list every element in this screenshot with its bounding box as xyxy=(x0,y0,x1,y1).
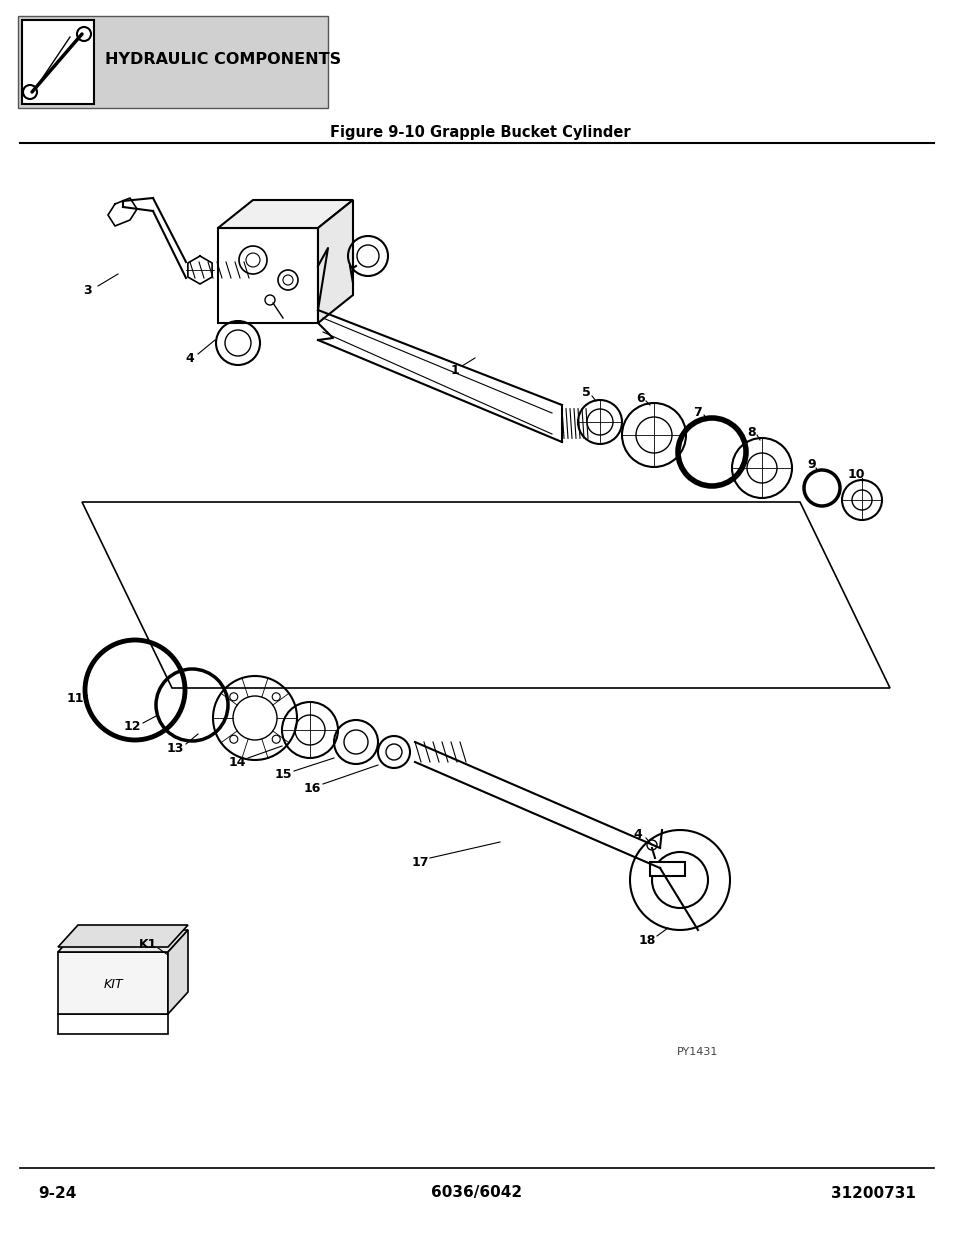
Polygon shape xyxy=(58,1014,168,1034)
Bar xyxy=(218,228,317,324)
Polygon shape xyxy=(58,925,188,947)
Text: 1: 1 xyxy=(450,363,459,377)
Text: 15: 15 xyxy=(274,768,292,782)
Polygon shape xyxy=(168,930,188,1014)
Text: 6036/6042: 6036/6042 xyxy=(431,1186,522,1200)
Text: Figure 9-10 Grapple Bucket Cylinder: Figure 9-10 Grapple Bucket Cylinder xyxy=(330,125,630,140)
Text: 6: 6 xyxy=(636,391,644,405)
Text: 3: 3 xyxy=(84,284,92,296)
Bar xyxy=(649,862,684,876)
Polygon shape xyxy=(218,200,353,228)
Text: PY1431: PY1431 xyxy=(677,1047,718,1057)
Text: HYDRAULIC COMPONENTS: HYDRAULIC COMPONENTS xyxy=(105,53,341,68)
Text: 16: 16 xyxy=(303,782,320,794)
Text: 11: 11 xyxy=(66,692,84,704)
Text: 9-24: 9-24 xyxy=(38,1186,76,1200)
Text: 17: 17 xyxy=(411,856,428,868)
Text: K1: K1 xyxy=(139,939,157,951)
Text: 10: 10 xyxy=(846,468,863,482)
Text: 4: 4 xyxy=(186,352,194,364)
Text: 12: 12 xyxy=(123,720,141,732)
Text: 13: 13 xyxy=(166,741,184,755)
Polygon shape xyxy=(317,200,353,324)
Bar xyxy=(18,16,328,107)
Text: 31200731: 31200731 xyxy=(830,1186,915,1200)
Text: 9: 9 xyxy=(807,458,816,472)
Text: KIT: KIT xyxy=(103,977,123,990)
Polygon shape xyxy=(58,952,168,1014)
Text: 4: 4 xyxy=(633,829,641,841)
Bar xyxy=(22,20,94,104)
Text: 7: 7 xyxy=(693,405,701,419)
Text: 14: 14 xyxy=(228,756,246,768)
Text: 8: 8 xyxy=(747,426,756,438)
Text: 5: 5 xyxy=(581,387,590,399)
Text: 18: 18 xyxy=(638,934,655,946)
Polygon shape xyxy=(58,930,188,952)
